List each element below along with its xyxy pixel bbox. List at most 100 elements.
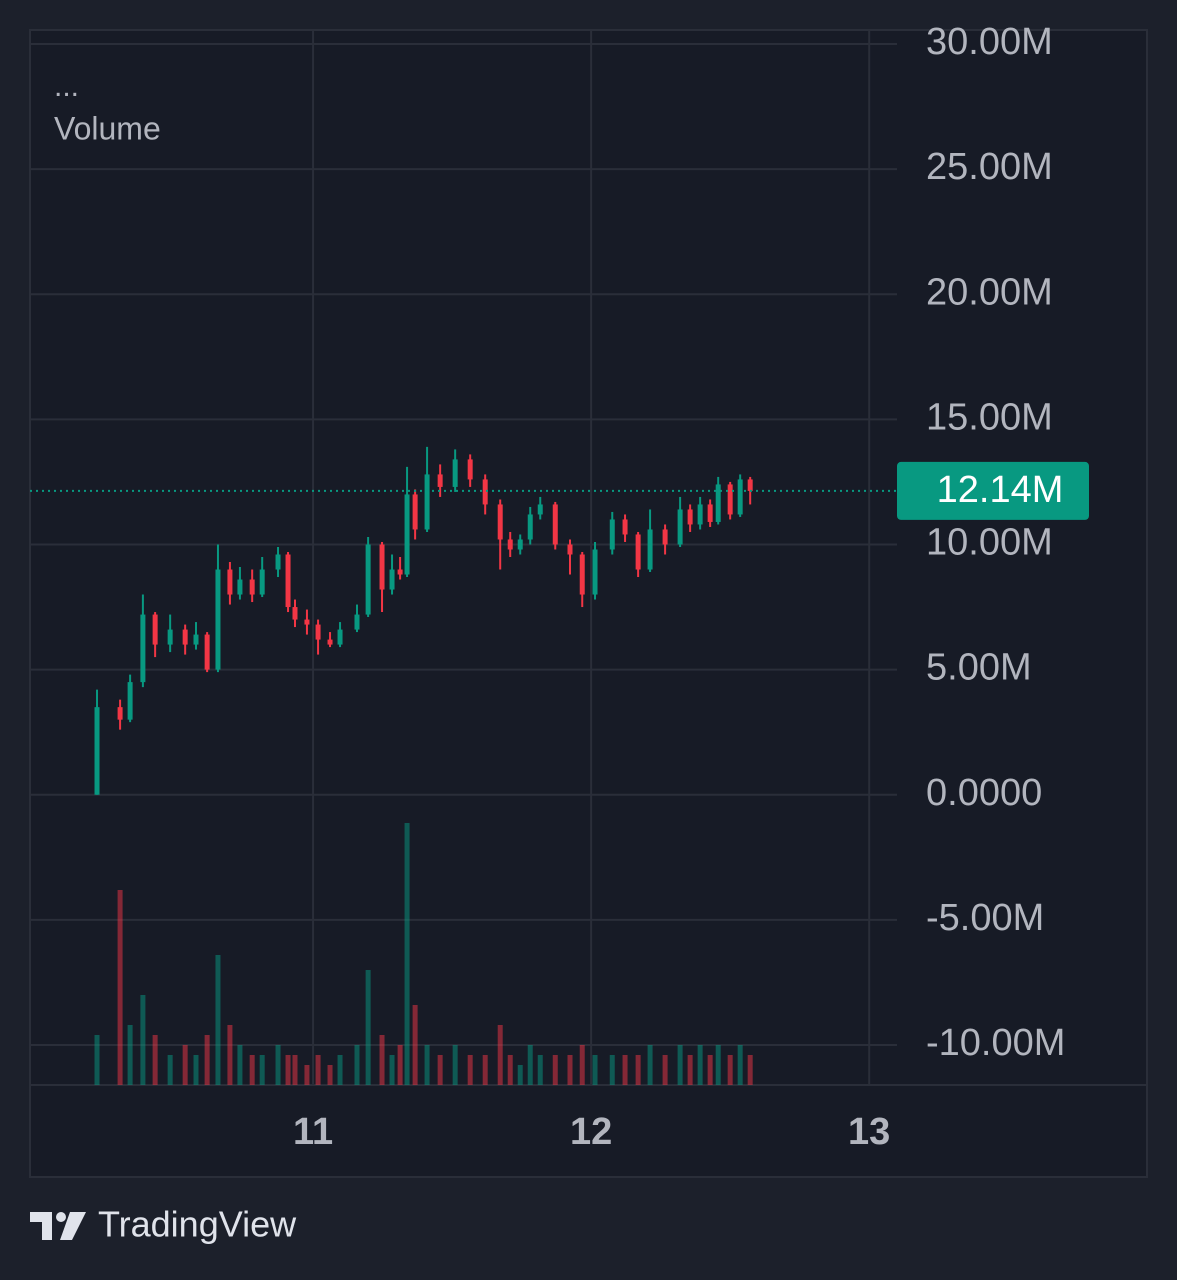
volume-bar <box>622 1055 628 1085</box>
candle-body <box>647 529 653 570</box>
y-tick-label: 0.0000 <box>926 772 1042 814</box>
candle-body <box>249 579 255 595</box>
candle-body <box>579 554 585 595</box>
candle-body <box>737 479 743 515</box>
candle-body <box>182 629 188 645</box>
volume-bar <box>527 1045 533 1085</box>
candle-body <box>507 539 513 550</box>
candle-body <box>292 607 298 620</box>
candle-body <box>467 459 473 480</box>
candle-body <box>482 479 488 505</box>
volume-bar <box>167 1055 173 1085</box>
volume-bar <box>567 1055 573 1085</box>
brand-logo <box>30 1212 86 1240</box>
candle-body <box>193 634 199 645</box>
candle-body <box>727 484 733 515</box>
candle-body <box>365 544 371 615</box>
volume-bar <box>182 1045 188 1085</box>
volume-bar <box>304 1065 310 1085</box>
volume-bar <box>662 1055 668 1085</box>
volume-bar <box>537 1055 543 1085</box>
candle-body <box>497 504 503 540</box>
volume-bar <box>697 1045 703 1085</box>
y-tick-label: 10.00M <box>926 522 1053 564</box>
last-price-label: 12.14M <box>937 469 1064 511</box>
y-tick-label: -10.00M <box>926 1022 1065 1064</box>
candle-body <box>117 707 123 720</box>
volume-bar <box>635 1055 641 1085</box>
candle-body <box>537 504 543 515</box>
volume-bar <box>452 1045 458 1085</box>
volume-bar <box>497 1025 503 1085</box>
volume-bar <box>424 1045 430 1085</box>
candle-body <box>315 624 321 640</box>
y-tick-label: 5.00M <box>926 647 1032 689</box>
volume-bar <box>579 1045 585 1085</box>
volume-bar <box>285 1055 291 1085</box>
candle-body <box>687 509 693 525</box>
candle-body <box>389 569 395 590</box>
volume-bar <box>517 1065 523 1085</box>
candle-body <box>337 629 343 645</box>
volume-bar <box>707 1055 713 1085</box>
volume-bar <box>127 1025 133 1085</box>
volume-bar <box>249 1055 255 1085</box>
candle-body <box>94 707 100 795</box>
volume-bar <box>204 1035 210 1085</box>
volume-bar <box>215 955 221 1085</box>
candle-body <box>237 579 243 595</box>
volume-bar <box>152 1035 158 1085</box>
volume-bar <box>94 1035 100 1085</box>
volume-bar <box>259 1055 265 1085</box>
volume-bar <box>507 1055 513 1085</box>
volume-bar <box>437 1055 443 1085</box>
y-tick-label: 15.00M <box>926 396 1053 438</box>
candle-body <box>140 614 146 683</box>
candle-body <box>715 484 721 522</box>
volume-bar <box>467 1055 473 1085</box>
candle-body <box>204 634 210 670</box>
candle-body <box>662 529 668 545</box>
volume-bar <box>389 1055 395 1085</box>
candle-body <box>412 494 418 530</box>
y-tick-label: 20.00M <box>926 271 1053 313</box>
volume-bar <box>727 1055 733 1085</box>
volume-bar <box>315 1055 321 1085</box>
candle-body <box>635 534 641 570</box>
volume-bar <box>292 1055 298 1085</box>
x-tick-label: 12 <box>570 1111 612 1153</box>
volume-bar <box>140 995 146 1085</box>
candle-body <box>747 479 753 491</box>
candle-body <box>215 569 221 670</box>
candle-body <box>622 519 628 535</box>
volume-bar <box>337 1055 343 1085</box>
volume-bar <box>677 1045 683 1085</box>
legend-label: Volume <box>54 110 161 146</box>
candle-body <box>677 509 683 545</box>
candle-body <box>167 629 173 645</box>
candle-body <box>567 544 573 555</box>
candle-body <box>517 539 523 550</box>
candle-body <box>354 614 360 630</box>
volume-bar <box>715 1045 721 1085</box>
y-tick-label: -5.00M <box>926 897 1044 939</box>
candle-body <box>527 514 533 540</box>
volume-bar <box>117 890 123 1085</box>
candle-body <box>404 494 410 575</box>
volume-bar <box>365 970 371 1085</box>
volume-bar <box>404 823 410 1085</box>
candle-body <box>592 549 598 595</box>
candle-body <box>609 519 615 550</box>
volume-bar <box>647 1045 653 1085</box>
volume-bar <box>193 1055 199 1085</box>
candle-body <box>327 639 333 645</box>
candle-body <box>304 619 310 625</box>
volume-bar <box>482 1055 488 1085</box>
y-tick-label: 25.00M <box>926 146 1053 188</box>
volume-bar <box>327 1065 333 1085</box>
volume-bar <box>552 1055 558 1085</box>
candle-body <box>152 614 158 645</box>
candle-body <box>437 474 443 487</box>
